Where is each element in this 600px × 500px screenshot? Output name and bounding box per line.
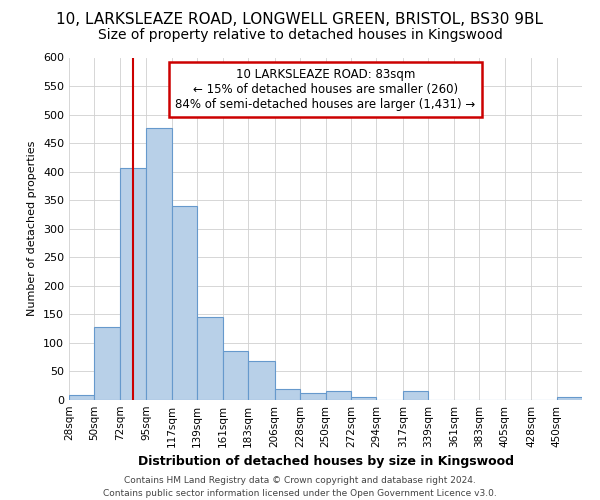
Bar xyxy=(197,317,223,400)
Bar xyxy=(275,388,300,400)
Bar xyxy=(94,327,120,400)
Bar xyxy=(557,397,582,400)
Bar xyxy=(248,361,275,400)
Bar xyxy=(223,352,248,400)
Bar xyxy=(300,393,325,400)
Bar xyxy=(403,392,428,400)
Bar xyxy=(69,396,94,400)
Bar xyxy=(146,128,172,400)
Bar xyxy=(325,392,351,400)
Text: 10 LARKSLEAZE ROAD: 83sqm
← 15% of detached houses are smaller (260)
84% of semi: 10 LARKSLEAZE ROAD: 83sqm ← 15% of detac… xyxy=(175,68,476,111)
Bar xyxy=(120,168,146,400)
Bar xyxy=(172,206,197,400)
Text: Contains HM Land Registry data © Crown copyright and database right 2024.
Contai: Contains HM Land Registry data © Crown c… xyxy=(103,476,497,498)
Text: Size of property relative to detached houses in Kingswood: Size of property relative to detached ho… xyxy=(98,28,502,42)
X-axis label: Distribution of detached houses by size in Kingswood: Distribution of detached houses by size … xyxy=(137,456,514,468)
Bar xyxy=(351,397,376,400)
Text: 10, LARKSLEAZE ROAD, LONGWELL GREEN, BRISTOL, BS30 9BL: 10, LARKSLEAZE ROAD, LONGWELL GREEN, BRI… xyxy=(56,12,544,28)
Y-axis label: Number of detached properties: Number of detached properties xyxy=(28,141,37,316)
